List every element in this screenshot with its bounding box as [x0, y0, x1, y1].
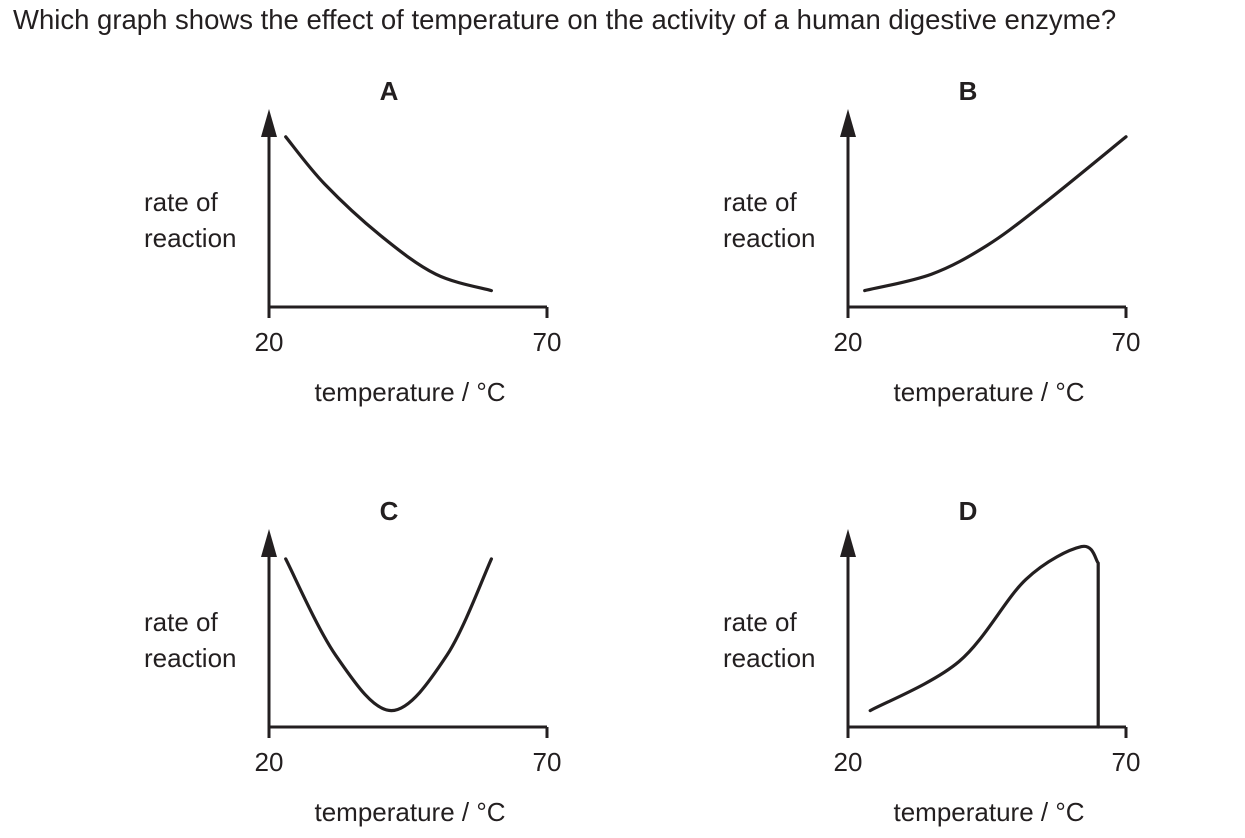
y-axis-arrowhead — [261, 529, 277, 557]
x-tick-label-min: 20 — [834, 327, 863, 357]
y-axis-label-line-2: reaction — [723, 223, 816, 253]
x-tick-label-max: 70 — [1112, 747, 1141, 777]
panel-letter: A — [380, 76, 399, 106]
x-tick-label-min: 20 — [255, 747, 284, 777]
y-axis-arrowhead — [840, 109, 856, 137]
y-axis-label-line-1: rate of — [144, 607, 218, 637]
data-series-curve — [868, 544, 1100, 729]
y-axis-label-line-2: reaction — [144, 643, 237, 673]
x-axis-label: temperature / °C — [893, 377, 1084, 407]
panel-letter: D — [959, 496, 978, 526]
panel-letter: B — [959, 76, 978, 106]
question-text: Which graph shows the effect of temperat… — [13, 4, 1117, 35]
x-tick-label-max: 70 — [533, 327, 562, 357]
panel-letter: C — [380, 496, 399, 526]
y-axis-arrowhead — [261, 109, 277, 137]
x-axis-label: temperature / °C — [314, 797, 505, 827]
x-axis-label: temperature / °C — [314, 377, 505, 407]
x-tick-label-max: 70 — [1112, 327, 1141, 357]
y-axis-label-line-1: rate of — [723, 607, 797, 637]
x-tick-label-max: 70 — [533, 747, 562, 777]
data-series-curve — [863, 135, 1128, 293]
data-series-curve — [284, 135, 493, 293]
data-series-curve — [284, 557, 493, 713]
x-tick-label-min: 20 — [255, 327, 284, 357]
x-tick-label-min: 20 — [834, 747, 863, 777]
x-axis-label: temperature / °C — [893, 797, 1084, 827]
y-axis-label-line-1: rate of — [723, 187, 797, 217]
y-axis-label-line-1: rate of — [144, 187, 218, 217]
y-axis-label-line-2: reaction — [723, 643, 816, 673]
y-axis-arrowhead — [840, 529, 856, 557]
y-axis-label-line-2: reaction — [144, 223, 237, 253]
